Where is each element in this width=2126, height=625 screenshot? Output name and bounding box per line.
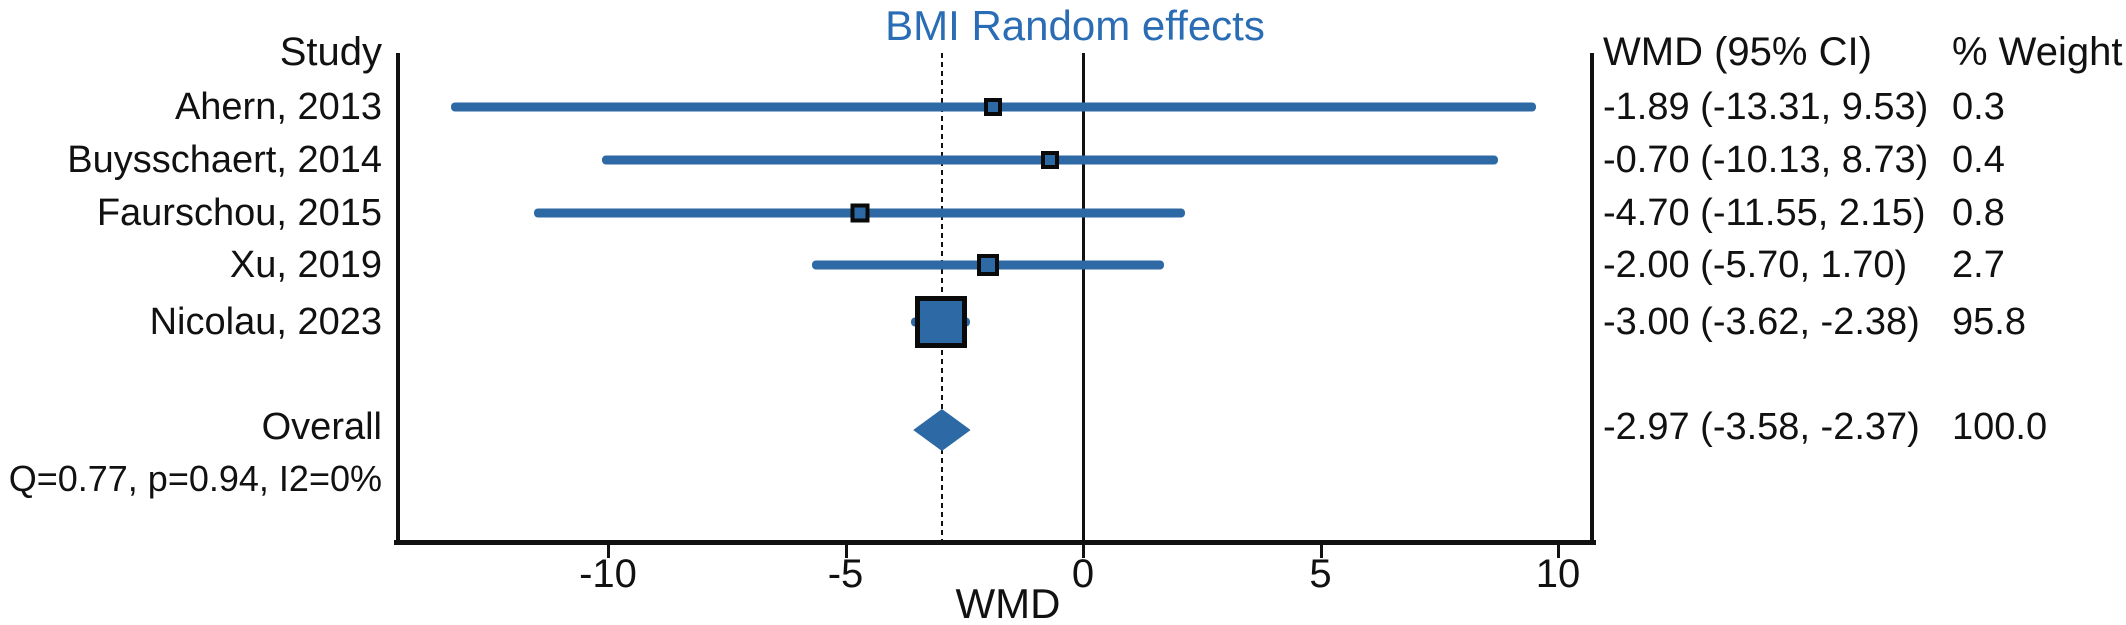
- weight-value: 0.3: [1952, 86, 2005, 128]
- overall-diamond-marker: [913, 409, 971, 451]
- x-tick-mark: [607, 544, 610, 558]
- weight-value: 0.4: [1952, 139, 2005, 181]
- study-label: Ahern, 2013: [174, 86, 382, 128]
- zero-reference-line: [1082, 53, 1085, 540]
- wmd-ci-value: -2.00 (-5.70, 1.70): [1603, 244, 1908, 286]
- point-estimate-marker: [1040, 151, 1059, 169]
- x-tick-label: 10: [1535, 552, 1581, 596]
- x-tick-mark: [844, 544, 848, 558]
- wmd-ci-value: -4.70 (-11.55, 2.15): [1603, 192, 1926, 234]
- point-estimate-marker: [977, 254, 999, 276]
- overall-label: Overall: [261, 406, 382, 448]
- weight-value: 0.8: [1952, 192, 2005, 234]
- x-tick-mark: [1557, 544, 1560, 558]
- study-label: Buysschaert, 2014: [67, 139, 382, 181]
- point-estimate-marker: [914, 296, 967, 348]
- x-tick-label: -10: [579, 552, 637, 596]
- plot-right-spine: [1590, 53, 1594, 540]
- wmd-ci-column-header: WMD (95% CI): [1603, 30, 1872, 74]
- x-tick-mark: [1082, 544, 1085, 558]
- study-column-header: Study: [279, 30, 382, 74]
- wmd-ci-value: -0.70 (-10.13, 8.73): [1603, 139, 1929, 181]
- overall-weight-value: 100.0: [1952, 406, 2048, 448]
- plot-left-spine: [396, 53, 400, 540]
- x-tick-label: 5: [1309, 552, 1332, 596]
- wmd-ci-value: -1.89 (-13.31, 9.53): [1603, 86, 1929, 128]
- wmd-ci-value: -3.00 (-3.62, -2.38): [1603, 301, 1920, 343]
- weight-value: 2.7: [1952, 244, 2005, 286]
- x-axis-label: WMD: [955, 580, 1061, 625]
- point-estimate-marker: [984, 98, 1003, 116]
- x-tick-mark: [1319, 544, 1323, 558]
- weight-value: 95.8: [1952, 301, 2026, 343]
- x-tick-label: 0: [1071, 552, 1095, 596]
- heterogeneity-stats: Q=0.77, p=0.94, I2=0%: [8, 458, 382, 499]
- study-label: Xu, 2019: [229, 244, 382, 286]
- x-axis-line: [394, 540, 1596, 545]
- study-label: Faurschou, 2015: [96, 192, 382, 234]
- point-estimate-marker: [850, 203, 870, 223]
- study-label: Nicolau, 2023: [149, 301, 382, 343]
- weight-column-header: % Weight: [1952, 30, 2123, 74]
- chart-title: BMI Random effects: [885, 2, 1265, 49]
- overall-wmd-ci-value: -2.97 (-3.58, -2.37): [1603, 406, 1920, 448]
- x-tick-label: -5: [827, 552, 864, 596]
